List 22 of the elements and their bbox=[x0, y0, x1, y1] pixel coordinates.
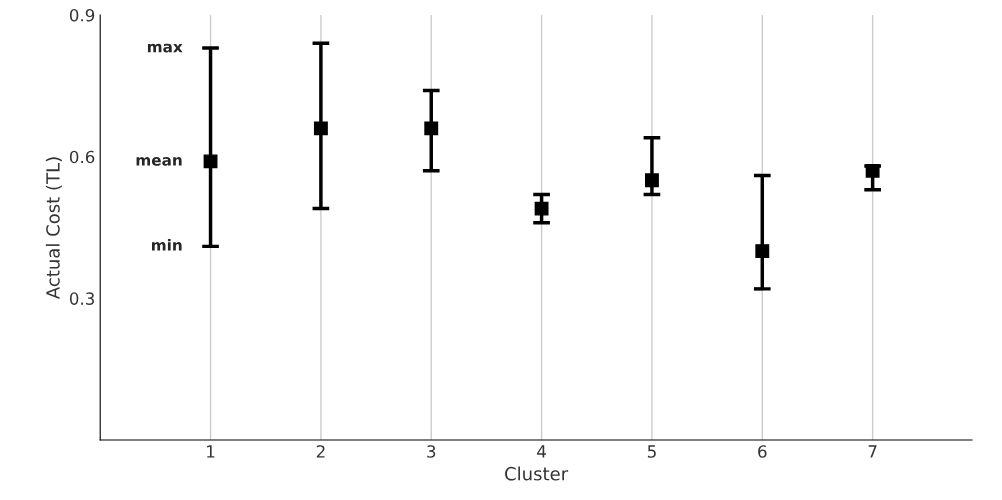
annotation: min bbox=[152, 239, 182, 251]
x-tick-label: 1 bbox=[207, 445, 215, 458]
point bbox=[644, 173, 659, 188]
x-tick-label: 3 bbox=[427, 445, 436, 458]
y-tick-label: 0.3 bbox=[69, 292, 94, 305]
point bbox=[534, 201, 549, 216]
x-axis-title: Cluster bbox=[505, 466, 569, 481]
point bbox=[865, 163, 880, 178]
x-tick-label: 5 bbox=[647, 445, 656, 458]
x-tick-label: 2 bbox=[316, 445, 325, 458]
annotation: max bbox=[147, 43, 183, 53]
annotation: mean bbox=[136, 157, 182, 166]
y-axis-title: Actual Cost (TL) bbox=[45, 157, 62, 300]
point bbox=[203, 154, 218, 169]
y-tick-label: 0.9 bbox=[69, 8, 95, 22]
point bbox=[424, 121, 439, 136]
y-tick-label: 0.6 bbox=[69, 150, 95, 164]
x-tick-label: 6 bbox=[758, 445, 767, 458]
point bbox=[313, 121, 328, 136]
x-tick-label: 4 bbox=[537, 445, 546, 458]
x-tick-label: 7 bbox=[868, 445, 877, 458]
point bbox=[755, 244, 770, 259]
